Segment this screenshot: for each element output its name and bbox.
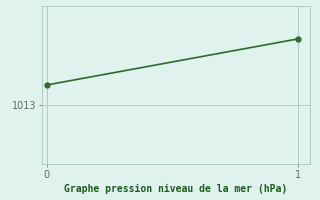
X-axis label: Graphe pression niveau de la mer (hPa): Graphe pression niveau de la mer (hPa) [64, 184, 288, 194]
